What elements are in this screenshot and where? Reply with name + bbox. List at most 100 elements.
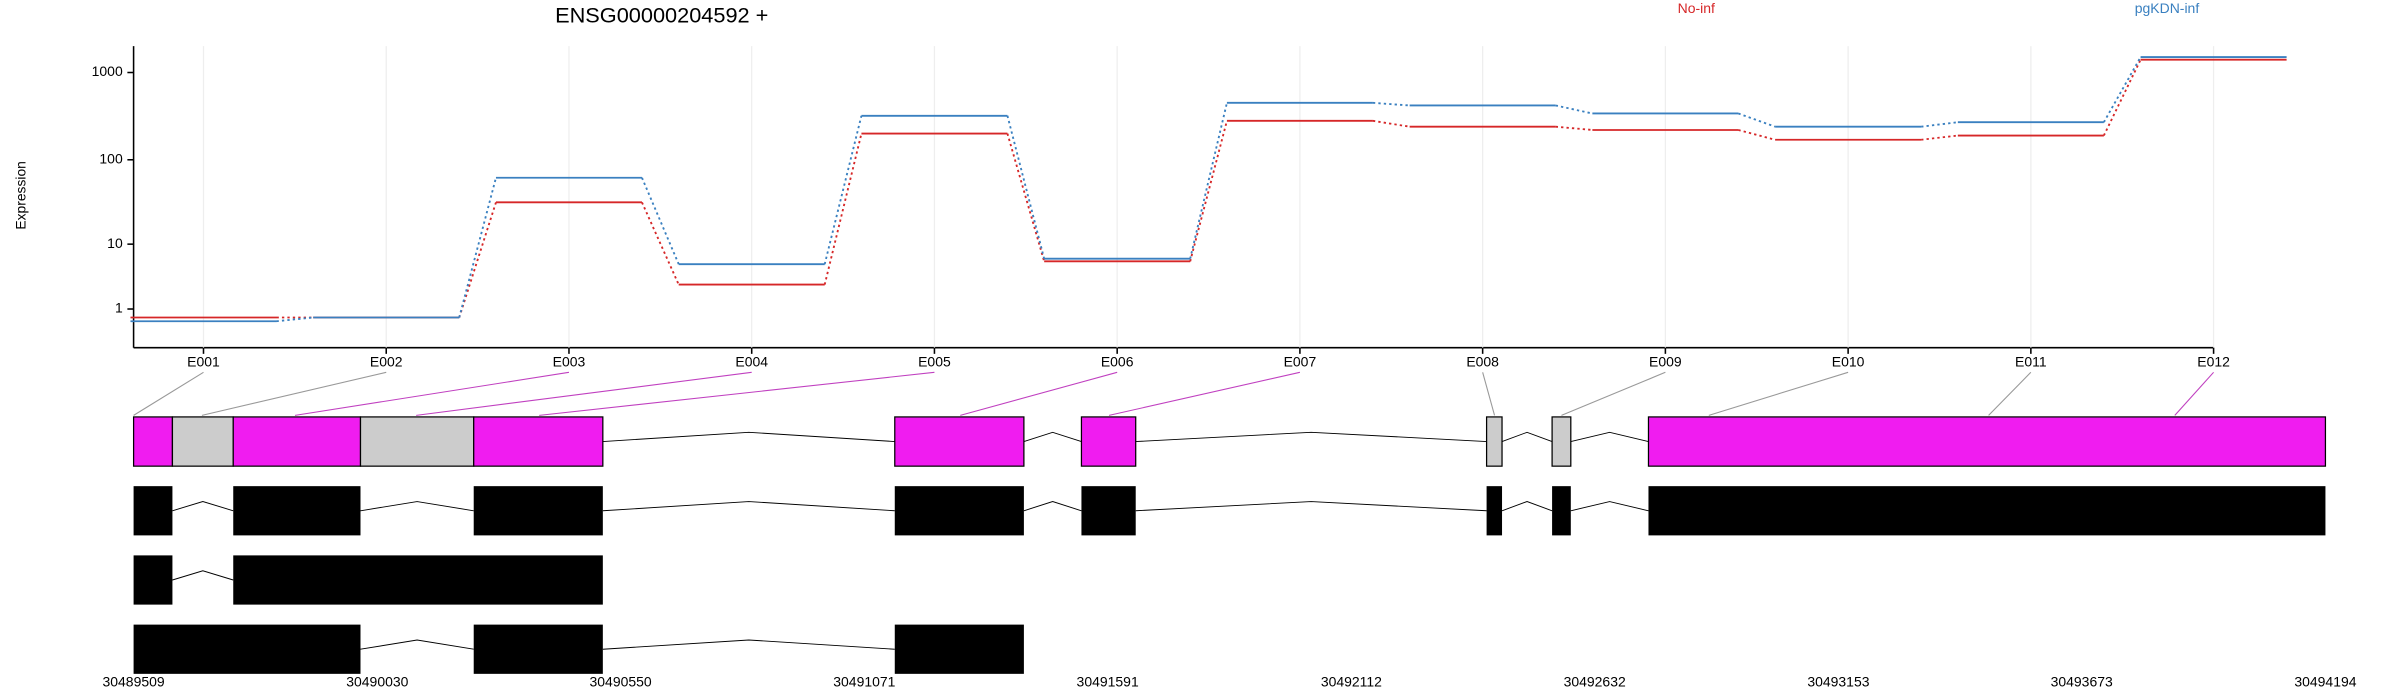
intron [360,501,474,512]
coordinate-label: 30492112 [1321,674,1382,690]
transcript-exon [1486,486,1503,536]
step-connector [276,316,314,323]
x-tick-label: E004 [735,354,768,370]
x-tick-label: E012 [2197,354,2230,370]
coordinate-label: 30489509 [103,674,165,690]
intron [1023,501,1082,512]
coordinate-label: 30490550 [590,674,652,690]
chart-title: ENSG00000204592 + [555,3,768,28]
transcript-exon [233,486,361,536]
step-connector [1372,101,1410,107]
step-connector [1372,119,1410,128]
bin-connector [133,371,204,416]
exon-bin [1080,416,1137,467]
intron [602,431,895,442]
transcript-exon [133,486,173,536]
bin-connector [294,371,570,416]
intron [1570,431,1649,442]
exon-bin [132,416,174,467]
x-tick-label: E011 [2015,354,2047,370]
step-connector [823,133,863,285]
step-connector [1921,134,1958,141]
x-tick-label: E010 [1832,354,1865,370]
step-connector [2103,59,2142,136]
intron [1501,431,1553,442]
y-tick-label: 100 [99,150,123,166]
legend-entry: pgKDN-inf [2135,0,2200,16]
exon-bin [1485,416,1503,467]
exon-bin [473,416,604,467]
x-tick-label: E007 [1284,354,1317,370]
bin-connector [416,371,752,416]
step-connector [1738,129,1776,141]
transcript-exon [1648,486,2326,536]
y-axis-label: Expression [12,161,28,229]
step-connector [458,177,497,318]
transcript-exon [1081,486,1136,536]
intron [172,501,234,512]
coordinate-label: 30492632 [1564,674,1626,690]
x-tick-label: E003 [553,354,586,370]
coordinate-label: 30490030 [346,674,408,690]
intron [1570,501,1649,512]
bin-connector [1988,371,2032,416]
step-connector [1555,125,1593,131]
intron [1023,431,1082,442]
step-connector [1189,120,1228,262]
transcript-exon [133,555,173,605]
bin-connector [1708,371,1849,416]
bin-connector [960,371,1118,416]
x-tick-label: E009 [1649,354,1682,370]
intron [602,639,895,650]
x-tick-label: E008 [1466,354,1499,370]
x-tick-label: E005 [918,354,951,370]
step-connector [823,115,863,265]
step-connector [641,201,680,285]
exon-bin [232,416,362,467]
bin-connector [2174,371,2214,416]
x-tick-label: E006 [1101,354,1134,370]
bin-connector [1561,371,1666,416]
step-connector [1738,112,1776,128]
bin-connector [1482,372,1496,416]
exon-bin [359,416,475,467]
y-tick-label: 1 [115,300,123,316]
step-connector [1006,133,1046,262]
exon-bin [894,416,1025,467]
bin-connector [539,371,935,416]
y-tick-label: 1000 [92,63,123,79]
transcript-exon [894,624,1024,674]
coordinate-label: 30491071 [833,674,895,690]
step-connector [458,202,497,318]
transcript-exon [473,486,603,536]
bin-connector [1108,371,1301,416]
step-connector [1555,104,1593,115]
exon-bin [1551,416,1572,467]
transcript-exon [473,624,603,674]
transcript-exon [133,624,361,674]
intron [360,639,474,650]
coordinate-label: 30491591 [1077,674,1139,690]
intron [602,501,895,512]
exon-bin [1647,416,2327,467]
step-connector [2103,56,2142,123]
intron [172,570,234,581]
transcript-exon [1552,486,1571,536]
legend-entry: No-inf [1678,0,1715,16]
intron [1501,501,1553,512]
x-tick-label: E002 [370,354,403,370]
bin-connector [201,371,387,416]
step-connector [641,177,680,265]
transcript-exon [894,486,1024,536]
y-tick-label: 10 [107,235,123,251]
transcript-exon [233,555,603,605]
exon-bin [171,416,234,467]
coordinate-label: 30493153 [1807,674,1869,690]
step-connector [1006,115,1046,259]
x-tick-label: E001 [187,354,220,370]
step-connector [1921,121,1958,128]
step-connector [1189,102,1228,259]
intron [1135,431,1487,442]
coordinate-label: 30493673 [2051,674,2113,690]
